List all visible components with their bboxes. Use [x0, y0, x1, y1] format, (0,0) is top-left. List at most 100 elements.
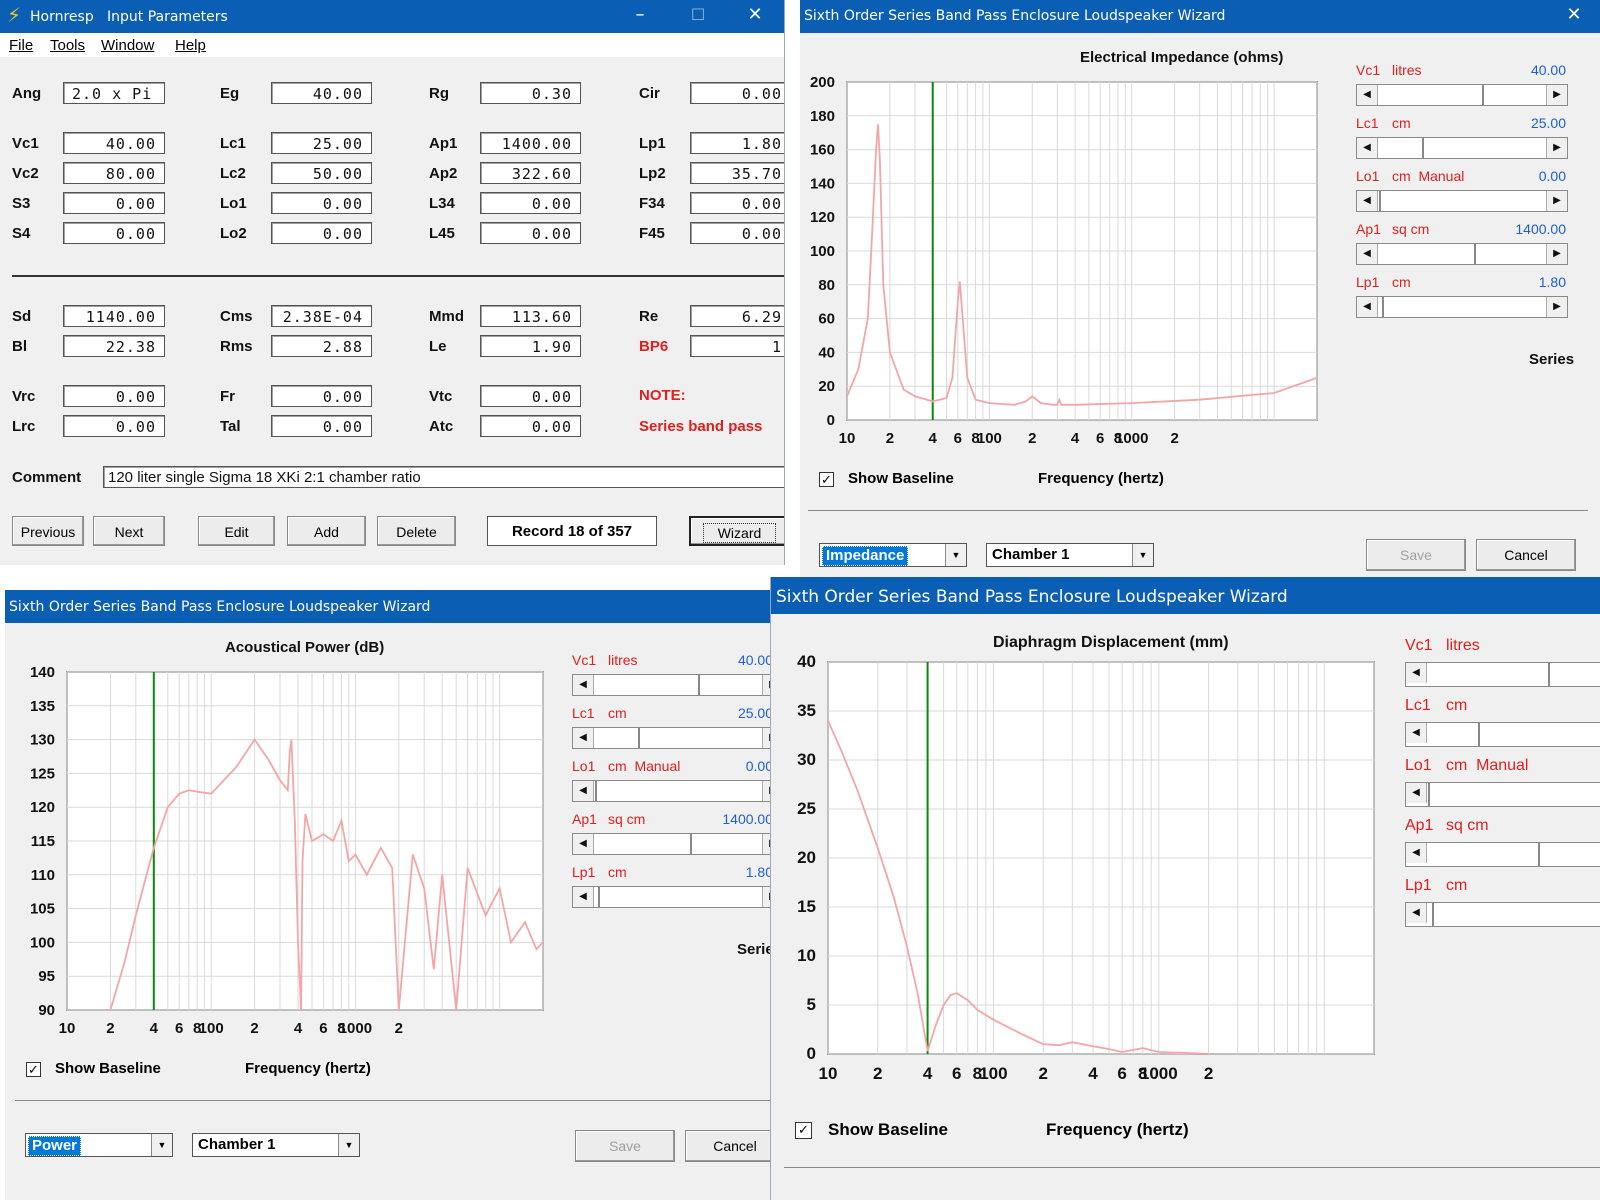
param-field-lo1[interactable]: 0.00 [271, 192, 372, 214]
arrow-left-icon[interactable]: ◀ [1406, 783, 1427, 803]
param-field-l45[interactable]: 0.00 [480, 222, 581, 244]
arrow-right-icon[interactable]: ▶ [1546, 244, 1567, 264]
param-field-lc2[interactable]: 50.00 [271, 162, 372, 184]
arrow-left-icon[interactable]: ◀ [573, 887, 594, 907]
slider-thumb[interactable] [690, 834, 692, 854]
slider-thumb[interactable] [1379, 191, 1381, 211]
arrow-left-icon[interactable]: ◀ [1357, 297, 1378, 317]
slider-vc1[interactable]: ◀ [1405, 662, 1600, 687]
cancel-button[interactable]: Cancel [685, 1130, 771, 1162]
slider-thumb[interactable] [1548, 663, 1550, 686]
param-field-s4[interactable]: 0.00 [63, 222, 165, 244]
menu-help[interactable]: Help [175, 37, 206, 54]
edit-button[interactable]: Edit [198, 516, 275, 546]
param-field-vrc[interactable]: 0.00 [63, 385, 165, 407]
slider-lp1[interactable]: ◀ [1405, 902, 1600, 927]
param-field-l34[interactable]: 0.00 [480, 192, 581, 214]
slider-ap1[interactable]: ◀ [1405, 842, 1600, 867]
param-field-lp1[interactable]: 1.80 [690, 132, 784, 154]
slider-thumb[interactable] [1482, 85, 1484, 105]
param-field-sd[interactable]: 1140.00 [63, 305, 165, 327]
previous-button[interactable]: Previous [12, 516, 84, 546]
param-field-ap1[interactable]: 1400.00 [480, 132, 581, 154]
chamber-select[interactable]: Chamber 1 ▼ [192, 1133, 360, 1157]
delete-button[interactable]: Delete [377, 516, 456, 546]
mode-select[interactable]: Power ▼ [25, 1133, 173, 1157]
slider-thumb[interactable] [698, 675, 700, 695]
comment-field[interactable]: 120 liter single Sigma 18 XKi 2:1 chambe… [103, 466, 784, 488]
menu-tools[interactable]: Tools [50, 37, 86, 54]
arrow-right-icon[interactable]: ▶ [1546, 85, 1567, 105]
close-icon[interactable]: ✕ [747, 4, 763, 25]
slider-lc1[interactable]: ◀▶ [572, 727, 771, 749]
arrow-right-icon[interactable]: ▶ [1546, 138, 1567, 158]
param-field-rms[interactable]: 2.88 [271, 335, 372, 357]
slider-lc1[interactable]: ◀ [1405, 722, 1600, 747]
arrow-left-icon[interactable]: ◀ [1406, 723, 1427, 743]
param-field-lc1[interactable]: 25.00 [271, 132, 372, 154]
slider-vc1[interactable]: ◀▶ [572, 674, 771, 696]
param-field-s3[interactable]: 0.00 [63, 192, 165, 214]
cancel-button[interactable]: Cancel [1476, 539, 1576, 571]
show-baseline-checkbox[interactable]: ✓ [819, 472, 834, 487]
arrow-left-icon[interactable]: ◀ [1406, 903, 1427, 923]
slider-thumb[interactable] [1432, 903, 1434, 926]
param-field-ang[interactable]: 2.0 x Pi [63, 82, 165, 104]
param-field-vtc[interactable]: 0.00 [480, 385, 581, 407]
slider-thumb[interactable] [638, 728, 640, 748]
slider-thumb[interactable] [1474, 244, 1476, 264]
arrow-left-icon[interactable]: ◀ [573, 675, 594, 695]
arrow-left-icon[interactable]: ◀ [573, 834, 594, 854]
param-field-le[interactable]: 1.90 [480, 335, 581, 357]
arrow-left-icon[interactable]: ◀ [573, 781, 594, 801]
param-field-fr[interactable]: 0.00 [271, 385, 372, 407]
arrow-right-icon[interactable]: ▶ [1546, 297, 1567, 317]
mode-select[interactable]: Impedance ▼ [819, 543, 967, 567]
slider-lc1[interactable]: ◀▶ [1356, 137, 1568, 159]
param-field-bp6[interactable]: 1 [690, 335, 784, 357]
slider-thumb[interactable] [1428, 783, 1430, 806]
param-field-eg[interactable]: 40.00 [271, 82, 372, 104]
arrow-left-icon[interactable]: ◀ [1357, 191, 1378, 211]
slider-lo1[interactable]: ◀▶ [572, 780, 771, 802]
slider-ap1[interactable]: ◀▶ [572, 833, 771, 855]
param-field-rg[interactable]: 0.30 [480, 82, 581, 104]
param-field-f34[interactable]: 0.00 [690, 192, 784, 214]
show-baseline-checkbox[interactable]: ✓ [26, 1062, 41, 1077]
arrow-left-icon[interactable]: ◀ [573, 728, 594, 748]
slider-ap1[interactable]: ◀▶ [1356, 243, 1568, 265]
slider-lp1[interactable]: ◀▶ [1356, 296, 1568, 318]
close-icon[interactable]: ✕ [1566, 4, 1582, 25]
arrow-left-icon[interactable]: ◀ [1357, 244, 1378, 264]
menu-window[interactable]: Window [101, 37, 155, 54]
slider-thumb[interactable] [1538, 843, 1540, 866]
slider-vc1[interactable]: ◀▶ [1356, 84, 1568, 106]
slider-thumb[interactable] [1422, 138, 1424, 158]
param-field-vc1[interactable]: 40.00 [63, 132, 165, 154]
param-field-cms[interactable]: 2.38E-04 [271, 305, 372, 327]
param-field-lp2[interactable]: 35.70 [690, 162, 784, 184]
slider-thumb[interactable] [1478, 723, 1480, 746]
chamber-select[interactable]: Chamber 1 ▼ [986, 543, 1154, 567]
param-field-bl[interactable]: 22.38 [63, 335, 165, 357]
slider-thumb[interactable] [595, 781, 597, 801]
param-field-vc2[interactable]: 80.00 [63, 162, 165, 184]
slider-lo1[interactable]: ◀▶ [1356, 190, 1568, 212]
menu-file[interactable]: File [9, 37, 34, 54]
save-button[interactable]: Save [1366, 539, 1466, 571]
next-button[interactable]: Next [93, 516, 165, 546]
show-baseline-checkbox[interactable]: ✓ [795, 1122, 812, 1139]
arrow-left-icon[interactable]: ◀ [1406, 663, 1427, 683]
add-button[interactable]: Add [287, 516, 366, 546]
param-field-atc[interactable]: 0.00 [480, 415, 581, 437]
param-field-re[interactable]: 6.29 [690, 305, 784, 327]
slider-thumb[interactable] [598, 887, 600, 907]
slider-lp1[interactable]: ◀▶ [572, 886, 771, 908]
param-field-lrc[interactable]: 0.00 [63, 415, 165, 437]
param-field-cir[interactable]: 0.00 [690, 82, 784, 104]
param-field-f45[interactable]: 0.00 [690, 222, 784, 244]
param-field-mmd[interactable]: 113.60 [480, 305, 581, 327]
minimize-icon[interactable]: – [635, 4, 645, 25]
arrow-left-icon[interactable]: ◀ [1406, 843, 1427, 863]
arrow-left-icon[interactable]: ◀ [1357, 138, 1378, 158]
